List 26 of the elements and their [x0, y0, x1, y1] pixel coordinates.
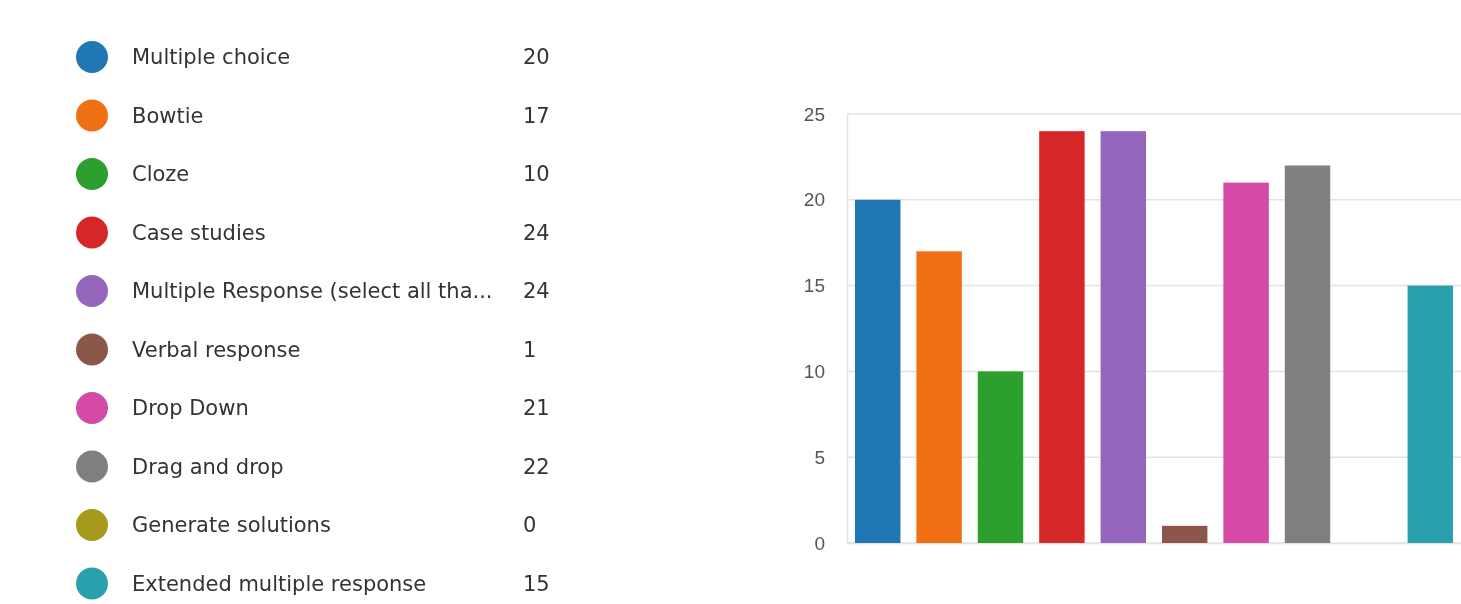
text: 20: [523, 45, 550, 70]
text: 21: [523, 396, 550, 421]
legend-label: Generate solutions: [132, 513, 331, 538]
text: 1: [523, 337, 537, 362]
text: 0: [523, 513, 537, 538]
legend-label: Multiple Response (select all tha...: [132, 279, 493, 304]
y-tick-label: 5: [814, 446, 825, 468]
legend-label: Cloze: [132, 162, 190, 187]
y-tick-label: 25: [803, 103, 825, 125]
legend-label: Multiple choice: [132, 45, 291, 70]
y-tick-label: 10: [803, 360, 825, 382]
legend-label: Drop Down: [132, 396, 249, 421]
y-tick-label: 20: [803, 189, 825, 211]
text: 17: [523, 103, 550, 128]
legend-label: Case studies: [132, 220, 266, 245]
y-tick-label: 15: [803, 275, 825, 297]
legend-label: Drag and drop: [132, 454, 284, 479]
legend-label: Verbal response: [132, 337, 301, 362]
text: 15: [523, 571, 550, 596]
legend-label: Bowtie: [132, 103, 204, 128]
text: 10: [523, 162, 550, 187]
text: 22: [523, 454, 550, 479]
text: 24: [523, 220, 550, 245]
text: 24: [523, 279, 550, 304]
legend-label: Extended multiple response: [132, 571, 427, 596]
y-tick-label: 0: [814, 532, 825, 554]
